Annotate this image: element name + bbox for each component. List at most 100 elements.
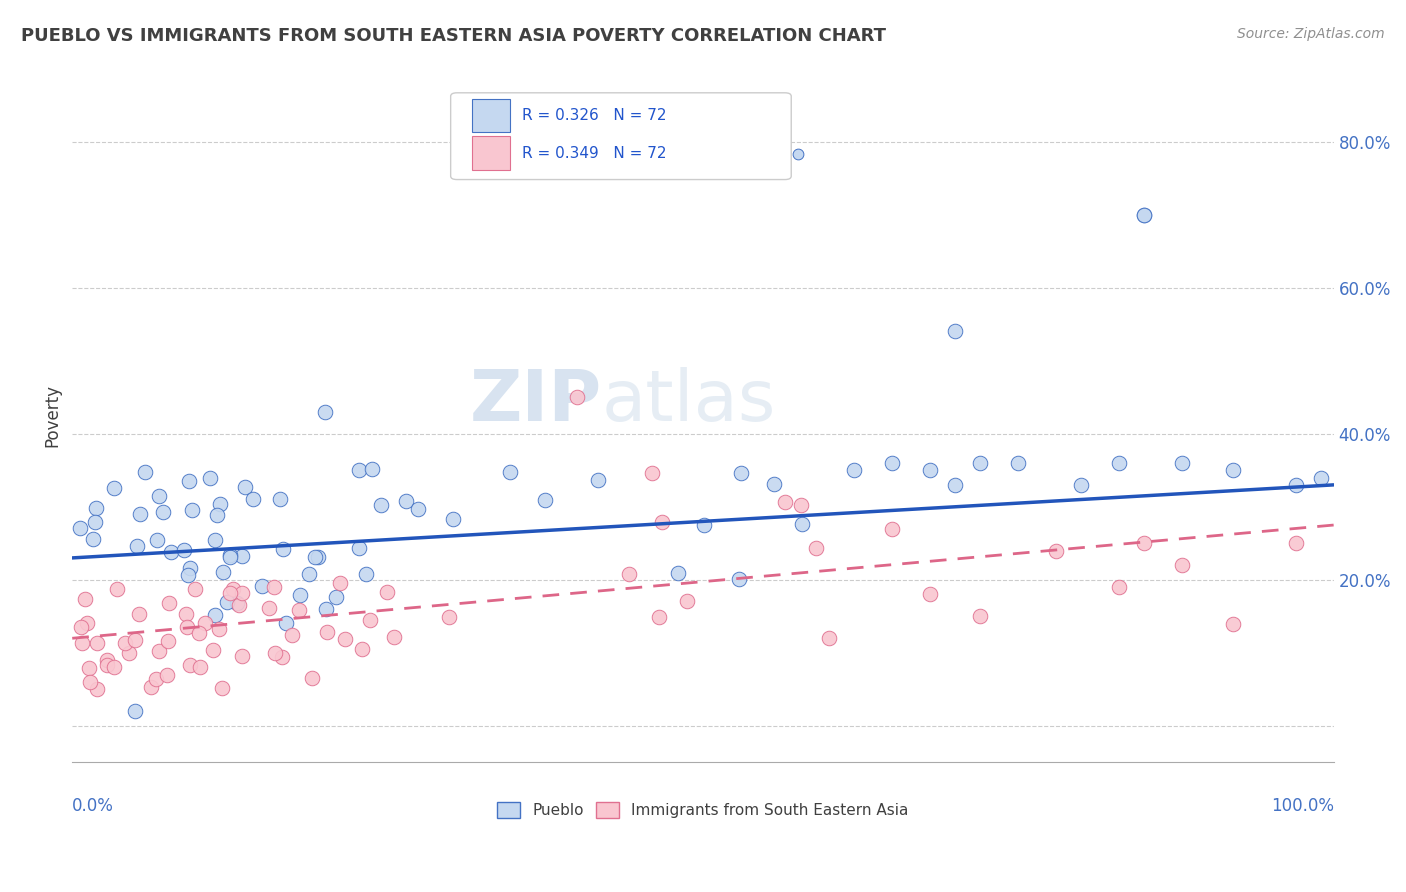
Point (394, 494, 416, 508)
Point (437, 609, 460, 624)
Point (219, 548, 242, 562)
Point (231, 586, 253, 600)
Point (69, 521, 91, 535)
Point (329, 575, 352, 590)
Point (179, 561, 201, 575)
Point (1133, 536, 1156, 550)
FancyBboxPatch shape (472, 99, 510, 132)
Point (382, 630, 405, 644)
Point (200, 471, 222, 485)
Point (103, 482, 125, 496)
Point (176, 568, 198, 582)
Point (347, 541, 370, 555)
Point (188, 626, 211, 640)
Point (177, 474, 200, 488)
Point (173, 542, 195, 557)
Point (231, 649, 253, 664)
Point (70, 636, 93, 650)
Point (693, 517, 716, 532)
Point (943, 478, 966, 492)
Point (69, 713, 91, 727)
FancyBboxPatch shape (451, 93, 792, 179)
Text: 100.0%: 100.0% (1271, 797, 1334, 815)
Point (211, 681, 233, 695)
Point (280, 628, 302, 642)
Point (298, 567, 321, 582)
Point (1171, 456, 1194, 470)
Point (730, 466, 752, 480)
Point (1285, 478, 1308, 492)
Point (287, 602, 309, 616)
Point (943, 325, 966, 339)
Point (586, 473, 609, 487)
Point (918, 463, 941, 477)
Point (146, 533, 169, 547)
Point (728, 572, 751, 586)
Point (79, 674, 101, 689)
Point (1222, 463, 1244, 477)
Point (124, 704, 146, 718)
Point (1108, 580, 1130, 594)
Point (96, 653, 118, 667)
Point (271, 650, 294, 665)
Point (347, 463, 370, 477)
Y-axis label: Poverty: Poverty (44, 384, 60, 447)
Point (1045, 543, 1067, 558)
Point (86, 636, 108, 650)
Point (499, 465, 522, 479)
Point (176, 620, 198, 634)
FancyBboxPatch shape (472, 136, 510, 169)
Point (641, 467, 664, 481)
Point (806, 541, 828, 555)
Legend: Pueblo, Immigrants from South Eastern Asia: Pueblo, Immigrants from South Eastern As… (491, 796, 915, 824)
Point (307, 550, 329, 565)
Text: PUEBLO VS IMMIGRANTS FROM SOUTH EASTERN ASIA POVERTY CORRELATION CHART: PUEBLO VS IMMIGRANTS FROM SOUTH EASTERN … (21, 27, 886, 45)
Point (406, 501, 429, 516)
Point (263, 580, 285, 594)
Point (676, 594, 699, 608)
Point (792, 516, 814, 531)
Point (314, 405, 336, 419)
Point (325, 590, 347, 604)
Point (350, 641, 373, 656)
Point (1171, 558, 1194, 573)
Point (304, 549, 326, 564)
Point (179, 658, 201, 673)
Point (96, 658, 118, 673)
Text: atlas: atlas (602, 368, 776, 436)
Point (84, 515, 107, 529)
Point (441, 512, 464, 526)
Point (250, 579, 273, 593)
Point (918, 587, 941, 601)
Point (1222, 616, 1244, 631)
Point (651, 515, 673, 529)
Point (134, 465, 156, 479)
Point (370, 498, 392, 512)
Point (335, 632, 357, 646)
Point (1007, 456, 1029, 470)
Point (215, 595, 238, 609)
Point (128, 607, 150, 622)
Point (84, 501, 107, 516)
Point (233, 480, 256, 494)
Text: R = 0.349   N = 72: R = 0.349 N = 72 (522, 145, 666, 161)
Point (534, 492, 557, 507)
Point (174, 607, 197, 622)
Point (208, 623, 231, 637)
Point (76, 616, 98, 631)
Point (242, 492, 264, 507)
Point (1285, 536, 1308, 550)
Text: ZIP: ZIP (470, 368, 602, 436)
Point (773, 495, 796, 509)
Point (1070, 478, 1092, 492)
Point (205, 508, 228, 523)
Point (882, 522, 904, 536)
Point (82, 533, 104, 547)
Point (105, 582, 128, 596)
Point (160, 544, 183, 558)
Point (668, 566, 690, 580)
Point (228, 598, 250, 612)
Text: 0.0%: 0.0% (72, 797, 114, 815)
Point (148, 489, 170, 503)
Point (257, 601, 280, 615)
